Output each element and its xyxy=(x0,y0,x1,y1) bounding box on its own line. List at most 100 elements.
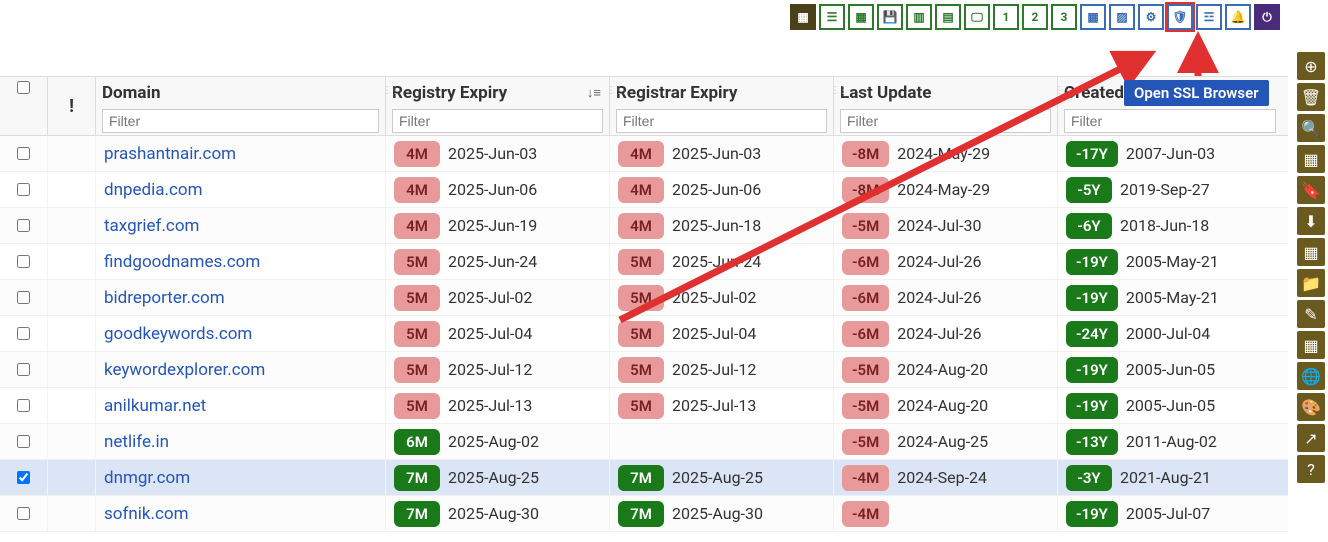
toolbar-detail2-icon[interactable]: ▨ xyxy=(1109,4,1135,30)
col-alert[interactable]: ! xyxy=(48,77,96,135)
toolbar-ssl-shield-icon[interactable]: 🛡 xyxy=(1167,4,1193,30)
toolbar-view2-icon[interactable]: 2 xyxy=(1022,4,1048,30)
date-text: 2025-Aug-25 xyxy=(672,468,763,487)
sidebar-search-icon[interactable]: 🔍 xyxy=(1297,114,1325,142)
toolbar-list-icon[interactable]: ☰ xyxy=(819,4,845,30)
row-checkbox[interactable] xyxy=(17,183,30,196)
toolbar-power-icon[interactable]: ⏻ xyxy=(1254,4,1280,30)
domain-link[interactable]: dnmgr.com xyxy=(104,468,190,488)
sidebar-globe-icon[interactable]: 🌐 xyxy=(1297,362,1325,390)
toolbar-settings-icon[interactable]: ⚙ xyxy=(1138,4,1164,30)
sidebar-grid2-icon[interactable]: ▦ xyxy=(1297,331,1325,359)
duration-badge: 4M xyxy=(618,213,664,239)
row-checkbox[interactable] xyxy=(17,471,30,484)
row-checkbox[interactable] xyxy=(17,147,30,160)
duration-badge: -3Y xyxy=(1066,465,1112,491)
toolbar-detail1-icon[interactable]: ▦ xyxy=(1080,4,1106,30)
duration-badge: 4M xyxy=(394,177,440,203)
date-text: 2025-Aug-30 xyxy=(672,504,763,523)
date-text: 2025-Jul-12 xyxy=(448,360,532,379)
row-checkbox[interactable] xyxy=(17,327,30,340)
domain-link[interactable]: goodkeywords.com xyxy=(104,324,252,344)
toolbar-view3-icon[interactable]: 3 xyxy=(1051,4,1077,30)
row-checkbox[interactable] xyxy=(17,435,30,448)
table-row[interactable]: bidreporter.com5M2025-Jul-025M2025-Jul-0… xyxy=(0,280,1288,316)
date-text: 2005-Jun-05 xyxy=(1126,396,1215,415)
col-domain[interactable]: Domain xyxy=(96,77,386,135)
row-checkbox[interactable] xyxy=(17,363,30,376)
table-row[interactable]: goodkeywords.com5M2025-Jul-045M2025-Jul-… xyxy=(0,316,1288,352)
toolbar-calendar-icon[interactable]: ▦ xyxy=(790,4,816,30)
duration-badge: -5Y xyxy=(1066,177,1112,203)
domain-link[interactable]: bidreporter.com xyxy=(104,288,225,308)
domain-link[interactable]: dnpedia.com xyxy=(104,180,203,200)
duration-badge: -6Y xyxy=(1066,213,1112,239)
table-row[interactable]: sofnik.com7M2025-Aug-307M2025-Aug-30-4M-… xyxy=(0,496,1288,532)
domain-link[interactable]: sofnik.com xyxy=(104,504,189,524)
col-last-update[interactable]: ⋮⋮ Last Update xyxy=(834,77,1058,135)
select-all-checkbox[interactable] xyxy=(17,81,30,94)
sidebar-help-icon[interactable]: ? xyxy=(1297,455,1325,483)
toolbar-monitor-icon[interactable]: 🖵 xyxy=(964,4,990,30)
sidebar-download-icon[interactable]: ⬇ xyxy=(1297,207,1325,235)
domain-table: thedomainfolder.com 4M2025-Jun-01 4M2025… xyxy=(0,76,1288,542)
duration-badge: 4M xyxy=(394,213,440,239)
date-text: 2005-May-21 xyxy=(1126,288,1219,307)
col-registry-expiry[interactable]: ⋮⋮ Registry Expiry ↓≡ xyxy=(386,77,610,135)
filter-lastupdate[interactable] xyxy=(840,109,1051,133)
table-row[interactable]: prashantnair.com4M2025-Jun-034M2025-Jun-… xyxy=(0,136,1288,172)
sidebar-calendar-icon[interactable]: ▦ xyxy=(1297,145,1325,173)
filter-registrar[interactable] xyxy=(616,109,827,133)
toolbar-rows-icon[interactable]: ☲ xyxy=(1196,4,1222,30)
toolbar-bell-icon[interactable]: 🔔 xyxy=(1225,4,1251,30)
filter-created[interactable] xyxy=(1064,109,1276,133)
toolbar-save-icon[interactable]: 💾 xyxy=(877,4,903,30)
sidebar-folder-icon[interactable]: 📁 xyxy=(1297,269,1325,297)
table-row[interactable]: dnpedia.com4M2025-Jun-064M2025-Jun-06-8M… xyxy=(0,172,1288,208)
duration-badge: -8M xyxy=(842,177,889,203)
table-row[interactable]: netlife.in6M2025-Aug-02-5M2024-Aug-25-13… xyxy=(0,424,1288,460)
filter-registry[interactable] xyxy=(392,109,603,133)
row-checkbox[interactable] xyxy=(17,291,30,304)
date-text: 2021-Aug-21 xyxy=(1120,468,1211,487)
domain-link[interactable]: findgoodnames.com xyxy=(104,252,260,272)
domain-link[interactable]: netlife.in xyxy=(104,432,169,452)
sidebar-trash-icon[interactable]: 🗑 xyxy=(1297,83,1325,111)
toolbar-grid-icon[interactable]: ▦ xyxy=(848,4,874,30)
sidebar-external-icon[interactable]: ↗ xyxy=(1297,424,1325,452)
sidebar-edit-icon[interactable]: ✎ xyxy=(1297,300,1325,328)
table-row[interactable]: keywordexplorer.com5M2025-Jul-125M2025-J… xyxy=(0,352,1288,388)
date-text: 2025-Jun-18 xyxy=(672,216,761,235)
domain-link[interactable]: prashantnair.com xyxy=(104,144,236,164)
date-text: 2005-Jun-05 xyxy=(1126,360,1215,379)
filter-domain[interactable] xyxy=(102,109,379,133)
row-checkbox[interactable] xyxy=(17,507,30,520)
sidebar-bookmark-icon[interactable]: 🔖 xyxy=(1297,176,1325,204)
date-text: 2007-Jun-03 xyxy=(1126,144,1215,163)
sidebar-add-icon[interactable]: ⊕ xyxy=(1297,52,1325,80)
toolbar-chart-icon[interactable]: ▥ xyxy=(906,4,932,30)
table-row[interactable]: anilkumar.net5M2025-Jul-135M2025-Jul-13-… xyxy=(0,388,1288,424)
table-row[interactable]: findgoodnames.com5M2025-Jun-245M2025-Jun… xyxy=(0,244,1288,280)
table-row[interactable]: dnmgr.com7M2025-Aug-257M2025-Aug-25-4M20… xyxy=(0,460,1288,496)
row-checkbox[interactable] xyxy=(17,399,30,412)
ssl-tooltip: Open SSL Browser xyxy=(1124,80,1269,106)
table-row[interactable]: taxgrief.com4M2025-Jun-194M2025-Jun-18-5… xyxy=(0,208,1288,244)
date-text: 2018-Jun-18 xyxy=(1120,216,1209,235)
domain-link[interactable]: taxgrief.com xyxy=(104,216,199,236)
row-checkbox[interactable] xyxy=(17,255,30,268)
duration-badge: -17Y xyxy=(1066,141,1118,167)
row-checkbox[interactable] xyxy=(17,219,30,232)
toolbar-form-icon[interactable]: ▤ xyxy=(935,4,961,30)
date-text: 2011-Aug-02 xyxy=(1126,432,1217,451)
toolbar-view1-icon[interactable]: 1 xyxy=(993,4,1019,30)
date-text: 2024-May-29 xyxy=(897,144,990,163)
domain-link[interactable]: keywordexplorer.com xyxy=(104,360,265,380)
sidebar-palette-icon[interactable]: 🎨 xyxy=(1297,393,1325,421)
duration-badge: 7M xyxy=(618,501,664,527)
sort-desc-icon[interactable]: ↓≡ xyxy=(587,85,601,101)
domain-link[interactable]: anilkumar.net xyxy=(104,396,206,416)
col-registrar-expiry[interactable]: ⋮⋮ Registrar Expiry xyxy=(610,77,834,135)
sidebar-table-icon[interactable]: ▦ xyxy=(1297,238,1325,266)
col-lastupdate-title: Last Update xyxy=(840,81,1051,105)
